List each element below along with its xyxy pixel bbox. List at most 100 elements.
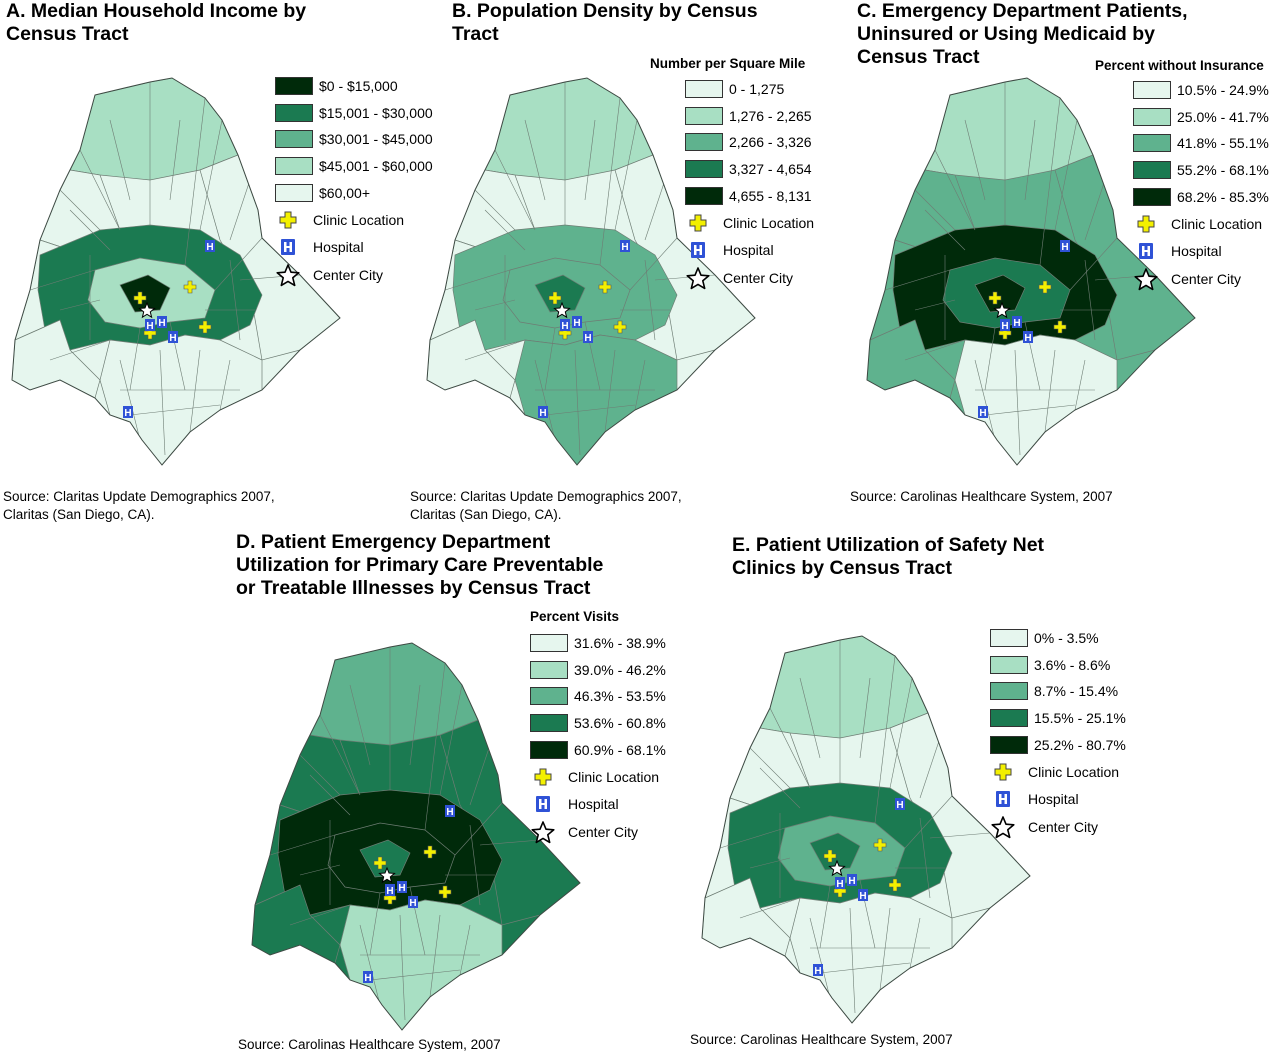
panel-b-legend-item: 4,655 - 8,131 [685, 185, 812, 207]
legend-symbol-label: Hospital [1028, 791, 1079, 807]
hospital-h-glyph: H [446, 807, 453, 818]
tract-boundary [719, 827, 786, 849]
panel-e-legend-item: 0% - 3.5% [990, 627, 1099, 649]
legend-label: 55.2% - 68.1% [1177, 162, 1269, 179]
panel-c-legend-center: Center City [1133, 267, 1241, 291]
hospital-h-icon [157, 316, 167, 328]
hospital-h-glyph: H [124, 408, 131, 419]
hospital-h-icon [205, 240, 215, 252]
tract-boundary [469, 824, 481, 906]
legend-swatch [530, 687, 568, 706]
hospital-h-glyph: H [573, 318, 580, 329]
panel-a-title-line-2: Census Tract [6, 23, 129, 45]
panel-e-title-line-2: Clinics by Census Tract [732, 557, 952, 579]
tract-boundary [819, 885, 831, 949]
legend-label: 31.6% - 38.9% [574, 635, 666, 651]
hospital-h-icon [1060, 240, 1070, 252]
hospital-h-glyph: H [621, 242, 628, 253]
tract-boundary [229, 259, 241, 341]
panel-a-legend-item: $60,00+ [275, 182, 370, 204]
hospital-h-glyph: H [1061, 242, 1068, 253]
tract-boundary [859, 677, 871, 759]
legend-label: 1,276 - 2,265 [729, 107, 812, 124]
county-border [11, 77, 341, 466]
tract-zone-core [809, 832, 861, 871]
panel-b-legend-hospital: Hospital [685, 238, 774, 262]
yellow-cross-icon [823, 849, 837, 863]
hospital-h-icon [572, 316, 582, 328]
hospital-h-icon [996, 791, 1010, 807]
star-icon [686, 267, 710, 290]
tract-boundary [289, 904, 351, 926]
legend-swatch [990, 655, 1028, 674]
legend-symbol-label: Hospital [568, 796, 619, 812]
tract-boundary [574, 349, 581, 456]
legend-symbol-label: Clinic Location [1171, 216, 1263, 232]
yellow-cross-icon [373, 856, 387, 870]
panel-b-legend-center: Center City [685, 266, 793, 290]
tract-boundary [454, 802, 503, 856]
tract-boundary [424, 662, 446, 831]
tract-boundary [59, 299, 101, 311]
tract-boundary [214, 237, 263, 291]
legend-label: 41.8% - 55.1% [1177, 135, 1269, 152]
panel-e-legend-item: 8.7% - 15.4% [990, 680, 1118, 702]
panel-b-map: HH HHH [426, 77, 756, 466]
panel-a-title: A. Median Household Income by Census Tra… [6, 0, 306, 46]
panel-d-legend-item: 53.6% - 60.8% [530, 712, 666, 734]
panel-a-legend-item: $30,001 - $45,000 [275, 128, 433, 150]
tract-boundary [984, 404, 1076, 416]
panel-d-title-line-1: D. Patient Emergency Department [236, 531, 551, 553]
panel-d-legend-item: 46.3% - 53.5% [530, 685, 666, 707]
legend-swatch [530, 660, 568, 679]
tract-boundary [429, 914, 441, 998]
legend-swatch [530, 740, 568, 759]
tract-boundary [29, 269, 96, 291]
panel-d-title-line-3: or Treatable Illnesses by Census Tract [236, 577, 591, 599]
tract-boundary [229, 179, 251, 241]
legend-symbol-label: Center City [1171, 271, 1242, 287]
legend-swatch [275, 130, 313, 149]
legend-symbol-label: Hospital [1171, 243, 1222, 259]
legend-label: 3,327 - 4,654 [729, 161, 812, 178]
tract-boundary [1024, 119, 1036, 201]
panel-e-map: HH HHH [701, 635, 1031, 1024]
legend-label: 0% - 3.5% [1034, 630, 1099, 646]
hospital-h-icon [123, 406, 133, 418]
panel-c-legend-item: 25.0% - 41.7% [1133, 106, 1269, 128]
tract-boundary [409, 684, 421, 766]
tract-boundary [769, 707, 811, 789]
tract-boundary [299, 864, 341, 876]
legend-swatch [990, 629, 1028, 647]
tract-boundary [109, 119, 131, 201]
tract-boundary [819, 962, 911, 974]
yellow-cross-icon [613, 320, 627, 334]
yellow-cross-icon [689, 214, 707, 232]
panel-e-title-line-1: E. Patient Utilization of Safety Net [732, 534, 1045, 556]
hospital-h-glyph: H [561, 321, 568, 332]
tract-boundary [309, 774, 351, 816]
yellow-cross-icon [1038, 280, 1052, 294]
panel-d-legend-center: Center City [530, 820, 638, 844]
tract-boundary [469, 744, 491, 806]
tract-boundary [1069, 237, 1118, 291]
tract-boundary [459, 924, 471, 976]
hospital-h-glyph: H [364, 973, 371, 984]
tract-boundary [544, 327, 556, 391]
tract-boundary [809, 917, 831, 999]
legend-swatch [530, 714, 568, 733]
tract-boundary [634, 359, 646, 411]
panel-c-legend-title: Percent without Insurance [1095, 58, 1264, 73]
legend-symbol-label: Center City [1028, 819, 1099, 835]
legend-label: 25.2% - 80.7% [1034, 736, 1126, 753]
tract-zone-core [359, 839, 411, 878]
legend-swatch [990, 735, 1028, 754]
legend-label: 15.5% - 25.1% [1034, 710, 1126, 727]
tract-boundary [524, 119, 546, 201]
tract-boundary [129, 327, 141, 391]
panel-c-legend-clinic: Clinic Location [1133, 212, 1262, 236]
tract-boundary [494, 149, 536, 231]
panel-b-legend-item: 0 - 1,275 [685, 78, 784, 100]
hospital-h-glyph: H [158, 318, 165, 329]
star-icon [828, 859, 846, 877]
